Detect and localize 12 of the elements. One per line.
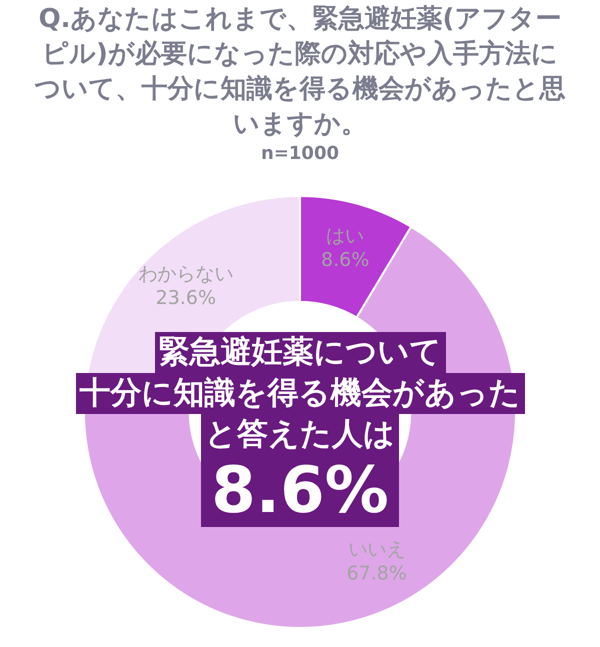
text: 8.6% [201,454,399,528]
slice-label: いいえ [348,538,406,561]
slice-label: わからない [138,263,234,286]
data-label: 23.6% [156,287,216,310]
slice-label: はい [326,224,364,247]
data-label: 8.6% [320,248,370,271]
text: 緊急避妊薬について [154,332,446,373]
data-label: 67.8% [346,562,407,585]
text: 十分に知識を得る機会があった [76,373,524,414]
text: と答えた人は [201,414,399,455]
chart-subtitle: n=1000 [260,143,340,165]
chart-title: Q.あなたはこれまで、緊急避妊薬(アフターピル)が必要になった際の対応や入手方法について、十分に知識を得る機会があったと思いますか。 [34,3,566,141]
